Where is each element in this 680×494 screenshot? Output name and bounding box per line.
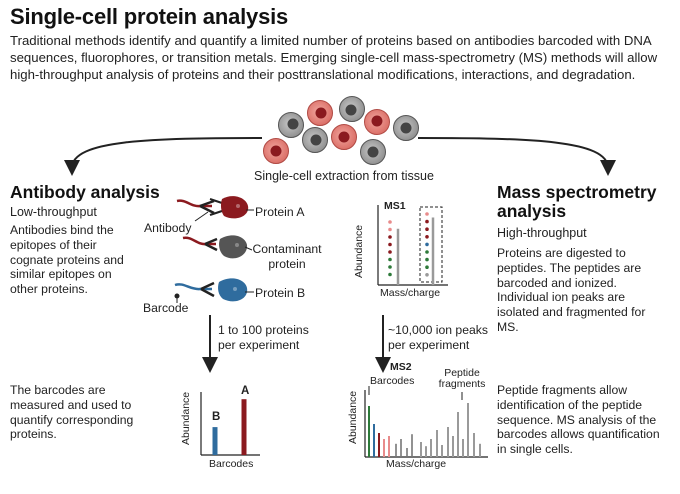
ms2-chart-title: MS2 bbox=[390, 361, 412, 373]
ab-chart-xlabel: Barcodes bbox=[209, 458, 254, 470]
label-protein-a: Protein A bbox=[255, 205, 305, 219]
label-protein-b: Protein B bbox=[255, 286, 306, 300]
ion-dot bbox=[388, 257, 392, 262]
ms1-chart-title: MS1 bbox=[384, 200, 406, 212]
cell-icon bbox=[360, 139, 386, 165]
antibody-heading: Antibody analysis bbox=[10, 182, 160, 202]
arrow-icon-right bbox=[417, 137, 616, 176]
antibody-throughput: Low-throughput bbox=[10, 205, 97, 219]
ion-dot bbox=[425, 219, 429, 224]
cell-icon bbox=[364, 109, 390, 135]
ion-dot bbox=[388, 265, 392, 269]
ion-dot bbox=[425, 235, 429, 239]
ion-dot bbox=[388, 227, 392, 232]
label-contaminant: Contaminant protein bbox=[252, 242, 322, 271]
intro-paragraph: Traditional methods identify and quantif… bbox=[10, 33, 658, 82]
ion-dot bbox=[388, 242, 392, 247]
ms-description: Proteins are digested to peptides. The p… bbox=[497, 246, 646, 334]
cell-icons bbox=[263, 96, 419, 165]
bar-label-a: A bbox=[241, 385, 250, 397]
antibody-step-label: 1 to 100 proteins per experiment bbox=[218, 323, 309, 352]
ion-dot bbox=[425, 250, 429, 254]
ms-result-text: Peptide fragments allow identification o… bbox=[497, 383, 660, 457]
cell-icon bbox=[393, 115, 419, 141]
cell-icon bbox=[302, 127, 328, 153]
antibody-icon-contaminant bbox=[182, 236, 218, 252]
ion-dot bbox=[425, 242, 429, 247]
ms1-selection-box bbox=[419, 206, 443, 283]
protein-icon-b bbox=[218, 278, 248, 302]
ms-step-label: ~10,000 ion peaks per experiment bbox=[388, 323, 488, 352]
ms1-chart bbox=[377, 205, 448, 286]
antibody-icon-a bbox=[176, 198, 223, 222]
bar-B bbox=[212, 427, 218, 455]
ms-throughput: High-throughput bbox=[497, 226, 587, 240]
antibody-result-text: The barcodes are measured and used to qu… bbox=[10, 383, 134, 442]
ion-dot bbox=[388, 272, 392, 277]
ms-heading: Mass spectrometry analysis bbox=[497, 182, 657, 221]
cell-icon bbox=[339, 96, 365, 122]
antibody-description: Antibodies bind the epitopes of their co… bbox=[10, 223, 124, 297]
arrow-icon-left bbox=[64, 137, 263, 176]
protein-icon-a bbox=[220, 196, 249, 219]
ion-dot bbox=[388, 250, 392, 254]
ion-dot bbox=[425, 265, 429, 270]
antibody-icon-b bbox=[174, 281, 215, 303]
page-title: Single-cell protein analysis bbox=[10, 4, 289, 29]
extraction-label: Single-cell extraction from tissue bbox=[254, 169, 434, 183]
label-antibody: Antibody bbox=[144, 221, 192, 235]
ms1-chart-xlabel: Mass/charge bbox=[380, 287, 441, 299]
ms2-chart-xlabel: Mass/charge bbox=[386, 458, 447, 470]
ion-dot bbox=[425, 273, 429, 277]
cell-icon bbox=[307, 100, 333, 126]
ion-dot bbox=[425, 227, 429, 231]
label-barcode: Barcode bbox=[143, 301, 189, 315]
cell-icon bbox=[263, 138, 289, 164]
ion-dot bbox=[425, 257, 429, 262]
ion-dot bbox=[425, 212, 429, 216]
ion-dot bbox=[388, 220, 392, 224]
cell-icon bbox=[331, 124, 357, 150]
protein-icon-contaminant bbox=[219, 235, 248, 259]
ab-chart bbox=[200, 392, 260, 456]
ms2-annot-barcodes: Barcodes bbox=[370, 375, 415, 387]
cell-icon bbox=[278, 112, 304, 138]
ms2-chart bbox=[364, 386, 488, 458]
bar-A bbox=[241, 399, 247, 455]
ion-dot bbox=[388, 235, 392, 239]
bar-label-b: B bbox=[212, 411, 221, 423]
ms2-annot-fragments: Peptide fragments bbox=[438, 367, 486, 390]
